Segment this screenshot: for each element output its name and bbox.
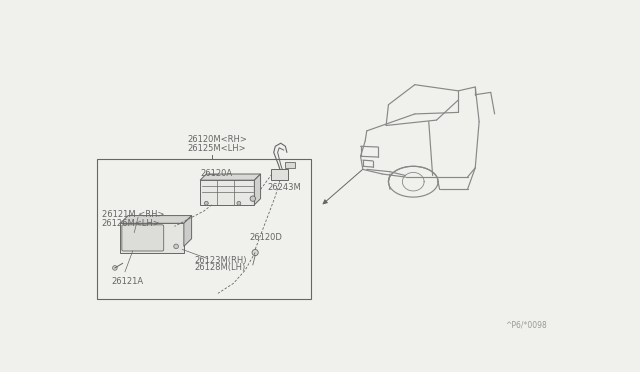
Text: 26120A: 26120A: [200, 169, 232, 179]
Polygon shape: [200, 174, 260, 180]
Circle shape: [204, 201, 208, 205]
Bar: [271, 169, 289, 180]
Polygon shape: [120, 216, 191, 223]
Polygon shape: [254, 174, 260, 205]
Text: ^P6/*0098: ^P6/*0098: [505, 320, 547, 329]
Bar: [97, 158, 311, 299]
Text: 26128M(LH): 26128M(LH): [195, 263, 246, 272]
Circle shape: [252, 250, 259, 256]
Circle shape: [113, 266, 117, 270]
Text: 26125M<LH>: 26125M<LH>: [187, 144, 246, 153]
Text: 26123M(RH): 26123M(RH): [195, 256, 247, 264]
Bar: [285, 162, 294, 168]
Text: 26126M<LH>: 26126M<LH>: [102, 219, 161, 228]
Text: 26120M<RH>: 26120M<RH>: [187, 135, 247, 144]
Bar: [200, 180, 254, 205]
Circle shape: [250, 196, 255, 201]
FancyBboxPatch shape: [122, 225, 164, 251]
Text: 26121A: 26121A: [111, 277, 143, 286]
Circle shape: [174, 244, 179, 249]
Polygon shape: [184, 216, 191, 246]
Bar: [120, 223, 184, 253]
Text: 26243M: 26243M: [268, 183, 301, 192]
Text: 26120D: 26120D: [249, 232, 282, 241]
Circle shape: [237, 201, 241, 205]
Text: 26121M <RH>: 26121M <RH>: [102, 210, 164, 219]
